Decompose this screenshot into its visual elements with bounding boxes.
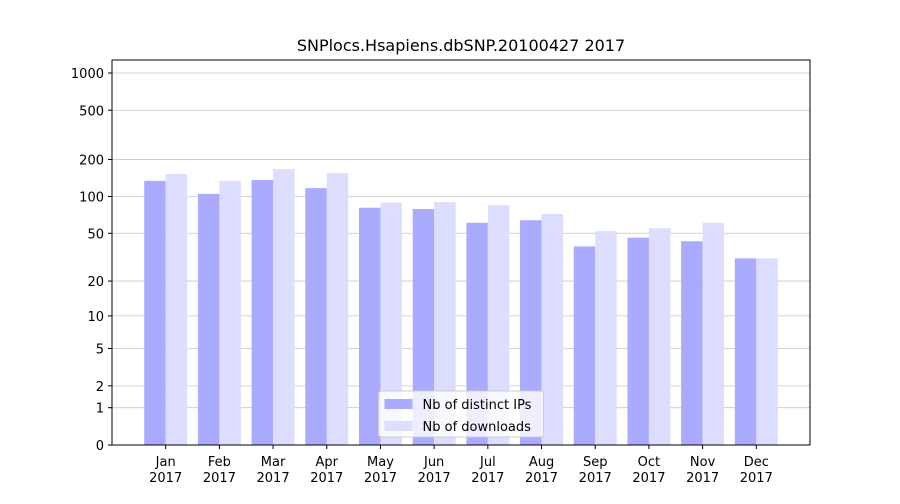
x-tick-label: 2017 [203, 471, 236, 486]
x-tick-label: 2017 [579, 471, 612, 486]
x-tick-label: 2017 [418, 471, 451, 486]
legend-label: Nb of distinct IPs [423, 398, 532, 413]
x-tick-label: 2017 [257, 471, 290, 486]
bar [734, 258, 757, 445]
x-tick-label: Nov [690, 455, 716, 470]
y-tick-label: 0 [96, 439, 104, 454]
x-tick-label: Feb [208, 455, 231, 470]
chart-title: SNPlocs.Hsapiens.dbSNP.20100427 2017 [297, 36, 625, 55]
bar [756, 258, 778, 445]
x-tick-label: 2017 [310, 471, 343, 486]
bar [487, 205, 510, 445]
y-tick-label: 500 [79, 104, 104, 119]
bar [466, 222, 488, 445]
x-tick-label: 2017 [471, 471, 504, 486]
y-tick-label: 5 [96, 343, 104, 358]
y-tick-label: 2 [96, 380, 104, 395]
y-tick-label: 50 [87, 227, 104, 242]
x-tick-label: Mar [261, 455, 286, 470]
bar [197, 193, 220, 445]
y-tick-label: 1 [96, 402, 104, 417]
x-tick-label: Aug [529, 455, 554, 470]
x-tick-label: 2017 [149, 471, 182, 486]
x-tick-label: Apr [316, 455, 339, 470]
x-tick-label: Jul [479, 455, 496, 470]
x-tick-label: 2017 [686, 471, 719, 486]
x-tick-label: Dec [744, 455, 769, 470]
x-tick-label: Sep [583, 455, 608, 470]
bar [627, 237, 649, 445]
bar [358, 207, 381, 445]
bar [648, 228, 671, 445]
bar [144, 180, 166, 445]
x-tick-label: Jan [155, 455, 176, 470]
legend-swatch [384, 399, 413, 409]
legend-swatch [384, 421, 413, 431]
bar [573, 246, 596, 445]
bar [380, 202, 402, 445]
bar [434, 202, 456, 445]
plot-frame [111, 59, 811, 446]
x-tick-label: 2017 [632, 471, 665, 486]
x-tick-label: 2017 [740, 471, 773, 486]
bar [520, 220, 542, 445]
x-tick-label: Jun [423, 455, 444, 470]
x-tick-label: May [367, 455, 394, 470]
bar [412, 209, 435, 445]
bar [273, 169, 295, 445]
bar [219, 180, 241, 445]
x-tick-label: 2017 [364, 471, 397, 486]
y-tick-label: 20 [87, 275, 104, 290]
y-tick-label: 200 [79, 153, 104, 168]
y-tick-label: 10 [87, 310, 104, 325]
bar [251, 180, 274, 445]
bar [305, 188, 327, 445]
y-tick-label: 100 [79, 190, 104, 205]
legend-label: Nb of downloads [423, 420, 532, 435]
x-tick-label: Oct [638, 455, 660, 470]
bar [326, 173, 349, 445]
bar [681, 241, 703, 445]
legend-box [378, 390, 544, 438]
bar [541, 213, 564, 445]
y-tick-label: 1000 [71, 67, 104, 82]
bar [165, 174, 188, 445]
bar [702, 222, 725, 445]
x-tick-label: 2017 [525, 471, 558, 486]
bar [595, 231, 617, 445]
